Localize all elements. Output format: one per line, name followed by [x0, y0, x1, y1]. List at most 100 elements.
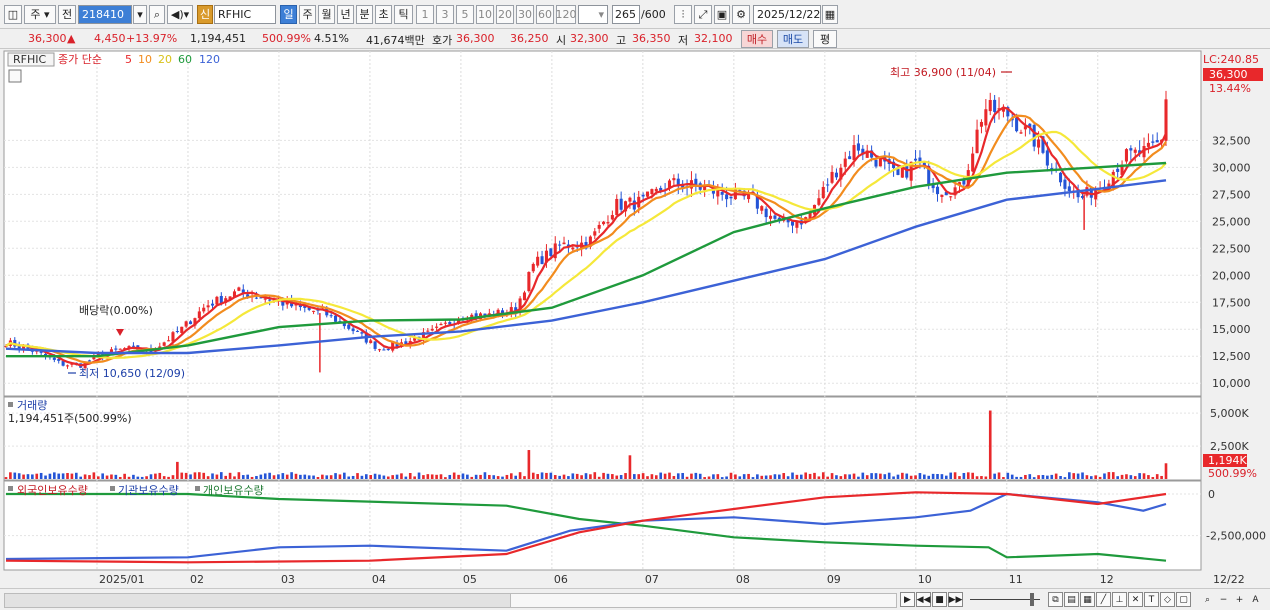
stock-name-field[interactable]: RFHIC	[214, 5, 276, 24]
zoom-icon[interactable]: ⌕	[1204, 594, 1211, 605]
prev-button[interactable]: 전	[58, 5, 76, 24]
volume-bar	[281, 473, 285, 479]
horizontal-scrollbar[interactable]	[4, 593, 511, 608]
candle-body	[131, 345, 135, 347]
rect-tool-icon[interactable]: ▢	[1176, 592, 1191, 607]
low-price: 32,100	[694, 32, 733, 45]
minute-20-button[interactable]: 20	[496, 5, 514, 24]
code-input[interactable]: 218410	[78, 5, 132, 24]
volume-bar	[140, 476, 144, 479]
minute-1-button[interactable]: 1	[416, 5, 434, 24]
volume-bar	[821, 472, 825, 479]
gear-icon[interactable]: ⚙	[732, 5, 750, 24]
fibonacci-icon[interactable]: ⊥	[1112, 592, 1127, 607]
zoom-in-icon[interactable]: +	[1235, 594, 1244, 605]
mark-icon[interactable]: ◇	[1160, 592, 1175, 607]
sell-button[interactable]: 매도	[777, 30, 809, 48]
font-size-icon[interactable]: A	[1252, 594, 1259, 605]
code-dropdown-icon[interactable]: ▾	[133, 5, 147, 24]
volume-bar	[804, 472, 808, 479]
candle-body	[259, 297, 263, 299]
volume-bar	[571, 473, 575, 479]
candle-body	[109, 349, 113, 353]
candle-body	[351, 328, 355, 332]
candle-body	[421, 332, 425, 341]
minute-60-button[interactable]: 60	[536, 5, 554, 24]
zoom-out-icon[interactable]: −	[1219, 594, 1228, 605]
candle-body	[206, 305, 210, 308]
volume-bar	[685, 476, 689, 479]
volume-bar	[786, 476, 790, 479]
volume-bar	[1085, 475, 1089, 479]
tab-period-year[interactable]: 년	[337, 5, 354, 24]
scroll-right-icon[interactable]: ▶	[900, 592, 915, 607]
fast-forward-icon[interactable]: ▶▶	[948, 592, 963, 607]
tab-period-minute[interactable]: 분	[356, 5, 373, 24]
volume-bar	[1094, 475, 1098, 479]
window-icon[interactable]: ◫	[4, 5, 22, 24]
stock-chart[interactable]: 32,500 30,000 27,500 25,000 22,500 20,000 17,5…	[0, 50, 1270, 588]
volume-bar	[114, 474, 118, 479]
minute-30-button[interactable]: 30	[516, 5, 534, 24]
buy-button[interactable]: 매수	[741, 30, 773, 48]
custom-minute-select[interactable]: ▾	[578, 5, 608, 24]
candle-body	[971, 153, 975, 172]
calculator-icon[interactable]	[8, 69, 22, 83]
search-icon[interactable]: ⌕	[149, 5, 165, 24]
scroll-thumb[interactable]	[510, 593, 897, 608]
line-tool-icon[interactable]: ╱	[1096, 592, 1111, 607]
minute-10-button[interactable]: 10	[476, 5, 494, 24]
candle-body	[430, 328, 434, 331]
volume-bar	[676, 473, 680, 479]
tab-period-month[interactable]: 월	[318, 5, 335, 24]
volume-bar	[887, 472, 891, 479]
draw-icon[interactable]: ⤢	[694, 5, 712, 24]
minute-3-button[interactable]: 3	[436, 5, 454, 24]
save-icon[interactable]: ▣	[714, 5, 730, 24]
avg-price-button[interactable]: 평	[813, 30, 837, 48]
candle-body	[373, 341, 377, 349]
text-tool-icon[interactable]: T	[1144, 592, 1159, 607]
candle-body	[536, 256, 540, 266]
minute-5-button[interactable]: 5	[456, 5, 474, 24]
tab-period-tick[interactable]: 틱	[394, 5, 413, 24]
candle-body	[219, 295, 223, 304]
minute-120-button[interactable]: 120	[556, 5, 577, 24]
zoom-slider-handle[interactable]	[1030, 593, 1034, 606]
ma10-line	[5, 114, 1167, 364]
tab-period-second[interactable]: 초	[375, 5, 392, 24]
calendar-icon[interactable]: ▦	[822, 5, 838, 24]
volume-bar	[514, 475, 518, 479]
stop-icon[interactable]: ■	[932, 592, 947, 607]
rewind-icon[interactable]: ◀◀	[916, 592, 931, 607]
candle-body	[382, 349, 386, 351]
volume-bar	[74, 472, 78, 479]
table-icon[interactable]: ▦	[1080, 592, 1095, 607]
grid-icon[interactable]: ▤	[1064, 592, 1079, 607]
volume-bar	[984, 476, 988, 479]
tab-period-day[interactable]: 일	[280, 5, 297, 24]
count-input[interactable]: 265	[612, 5, 640, 24]
volume-bar	[509, 473, 513, 479]
volume-bar	[843, 474, 847, 479]
volume-bar	[66, 473, 69, 479]
x-axis-label: 02	[190, 573, 204, 586]
cross-icon[interactable]: ✕	[1128, 592, 1143, 607]
tab-period-week[interactable]: 주	[299, 5, 316, 24]
volume-bar	[382, 475, 386, 479]
ma20-line	[5, 130, 1167, 360]
candle-body	[909, 161, 913, 181]
candle-body	[1085, 187, 1089, 196]
volume-last-tag	[1203, 454, 1247, 467]
speaker-icon[interactable]: ◀)▾	[167, 5, 193, 24]
volume-bar	[413, 476, 416, 479]
candle-body	[435, 326, 439, 328]
date-input[interactable]: 2025/12/22	[753, 5, 821, 24]
period-main-select[interactable]: 주 ▾	[24, 5, 56, 24]
candle-icon[interactable]: ⫶	[674, 5, 692, 24]
volume-pane	[3, 396, 1202, 481]
layout-icon[interactable]: ⧉	[1048, 592, 1063, 607]
candle-body	[162, 342, 166, 346]
zoom-slider[interactable]	[970, 599, 1040, 600]
volume-bar	[646, 476, 649, 479]
